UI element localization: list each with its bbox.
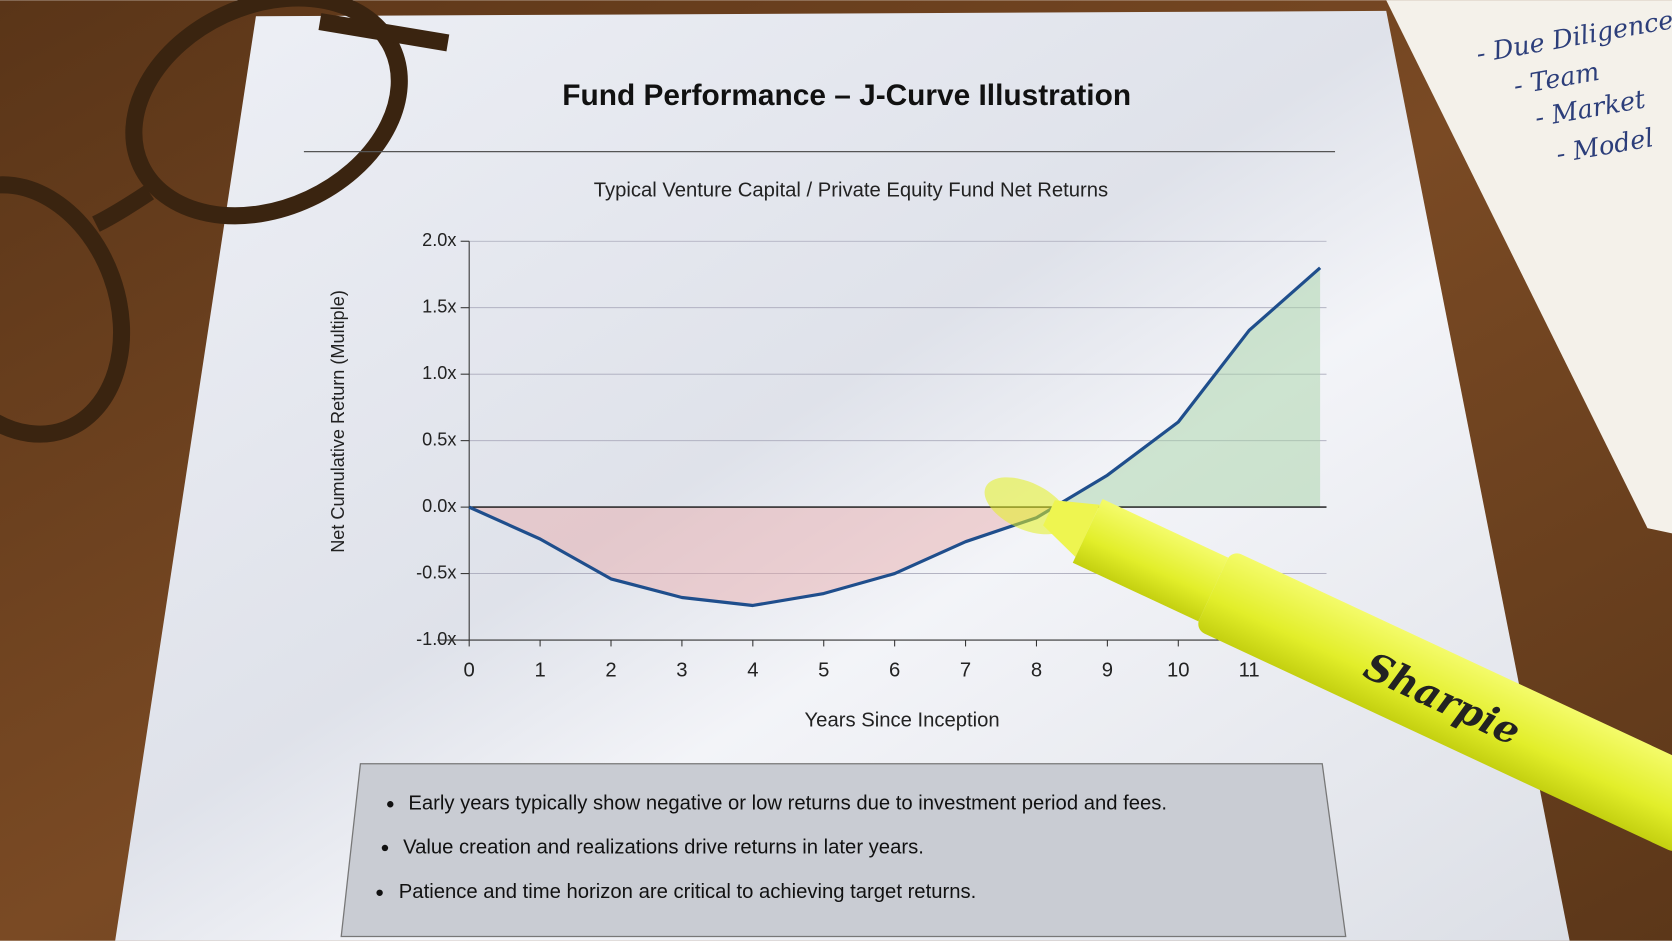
x-tick-label: 11	[1239, 659, 1260, 681]
bullet	[376, 889, 383, 896]
area-negative	[469, 507, 1055, 606]
x-tick-label: 3	[676, 659, 687, 681]
x-tick-label: 8	[1031, 659, 1042, 681]
bullet	[387, 801, 394, 808]
y-tick-label: -1.0x	[416, 629, 456, 649]
y-tick-label: 0.0x	[422, 496, 456, 516]
x-tick-label: 1	[534, 659, 545, 681]
plot: -1.0x -0.5x 0.0x 0.5x 1.0x 1.5x 2.0x 0 1 2 3 4 5 6 7 8 9…	[416, 230, 1331, 681]
area-positive	[469, 267, 1321, 508]
paper	[115, 10, 1570, 941]
x-axis-label: Years Since Inception	[805, 709, 1000, 731]
x-tick-label: 10	[1167, 659, 1190, 681]
x-tick-label: 7	[960, 659, 971, 681]
x-tick-label: 4	[747, 659, 758, 681]
bullet	[381, 844, 389, 852]
y-tick-label: -0.5x	[416, 562, 456, 582]
y-tick-label: 1.5x	[422, 296, 456, 316]
y-tick-label: 2.0x	[422, 230, 456, 250]
x-tick-label: 6	[889, 659, 900, 681]
line	[468, 266, 1322, 608]
y-tick-label: 1.0x	[422, 363, 456, 383]
notebook	[1386, 0, 1672, 534]
x-tick-label: 2	[605, 659, 616, 681]
note: Early years typically show negative or l…	[408, 793, 1167, 815]
note: Value creation and realizations drive re…	[403, 836, 924, 858]
y-tick-label: 0.5x	[422, 429, 456, 449]
x-tick-label: 0	[464, 659, 475, 681]
chart-subtitle: Typical Venture Capital / Private Equity…	[594, 179, 1108, 201]
y-axis-label: Net Cumulative Return (Multiple)	[328, 290, 348, 553]
x-tick-label: 5	[818, 659, 829, 681]
x-tick-label: 9	[1102, 659, 1113, 681]
glasses	[0, 0, 450, 443]
chart-title: Fund Performance – J-Curve Illustration	[562, 79, 1131, 112]
notes-box	[340, 763, 1347, 938]
note: Patience and time horizon are critical t…	[399, 881, 976, 903]
